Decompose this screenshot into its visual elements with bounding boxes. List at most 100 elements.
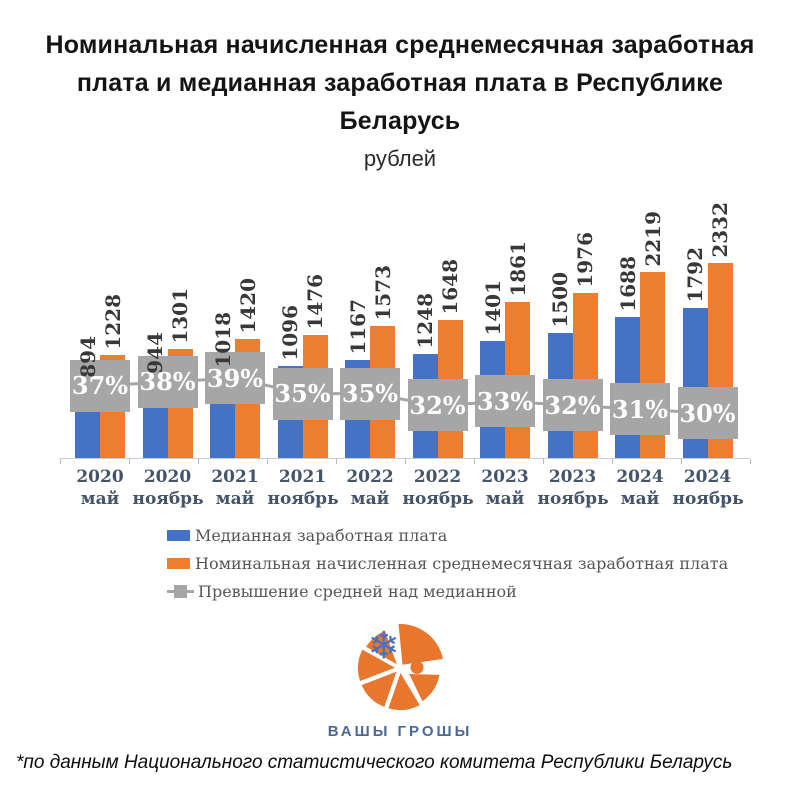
- brand-logo-text: ВАШЫ ГРОШЫ: [327, 723, 473, 740]
- median-salary-value-label: 1096: [278, 305, 302, 361]
- x-axis-tick: [749, 459, 751, 464]
- nominal-salary-value-label: 1648: [438, 259, 462, 315]
- x-axis-tick: [680, 459, 682, 464]
- logo-pie-segment: [388, 673, 420, 711]
- logo-pie-segment: [409, 674, 440, 702]
- x-axis-category-label: 2023 май: [470, 466, 540, 510]
- nominal-salary-value-label: 2332: [708, 202, 732, 258]
- median-salary-value-label: 1248: [413, 293, 437, 349]
- excess-percentage-label: 35%: [340, 367, 400, 420]
- median-salary-value-label: 1500: [548, 272, 572, 328]
- x-axis-category-label: 2022 ноябрь: [402, 466, 474, 510]
- category-year: 2020: [143, 467, 192, 487]
- category-month: май: [215, 489, 255, 509]
- category-year: 2022: [413, 467, 462, 487]
- excess-percentage-label: 31%: [610, 383, 670, 436]
- x-axis-tick: [335, 459, 337, 464]
- category-month: май: [80, 489, 120, 509]
- category-year: 2023: [548, 467, 597, 487]
- excess-percentage-label: 35%: [272, 367, 333, 420]
- x-axis-category-label: 2021 май: [200, 466, 270, 510]
- nominal-salary-value-label: 1420: [235, 278, 260, 334]
- nominal-salary-value-label: 1573: [370, 265, 395, 321]
- x-axis-tick: [542, 459, 544, 464]
- x-axis-category-label: 2022 май: [335, 466, 405, 510]
- category-year: 2024: [683, 467, 732, 487]
- x-axis-category-label: 2024 ноябрь: [672, 466, 744, 510]
- nominal-salary-value-label: 1861: [505, 241, 530, 297]
- median-salary-value-label: 1018: [210, 312, 235, 368]
- category-month: ноябрь: [267, 489, 339, 509]
- x-axis-category-label: 2023 ноябрь: [537, 466, 609, 510]
- brand-logo: ❄ ВАШЫ ГРОШЫ: [0, 620, 800, 740]
- category-year: 2020: [76, 467, 124, 487]
- logo-pie-segment: [366, 630, 397, 665]
- chart-units-label: рублей: [363, 146, 437, 171]
- legend-label: Превышение средней над медианной: [198, 581, 517, 601]
- category-month: май: [485, 489, 525, 509]
- excess-percentage-label: 38%: [137, 355, 198, 408]
- nominal-salary-value-label: 1976: [573, 232, 597, 288]
- legend-row: Номинальная начисленная среднемесячная з…: [167, 549, 728, 577]
- nominal-salary-value-label: 2219: [640, 211, 665, 267]
- x-axis-tick: [197, 459, 199, 464]
- median-salary-value-label: 1792: [683, 247, 707, 303]
- x-axis-line: [60, 458, 750, 459]
- category-month: май: [350, 489, 390, 509]
- excess-percentage-label: 33%: [475, 375, 535, 428]
- median-salary-value-label: 1167: [345, 299, 370, 355]
- median-salary-value-label: 1688: [615, 256, 640, 312]
- x-axis-tick: [611, 459, 613, 464]
- legend-label: Номинальная начисленная среднемесячная з…: [195, 553, 729, 573]
- excess-percentage-label: 39%: [205, 352, 265, 405]
- chart-legend: Медианная заработная плата Номинальная на…: [167, 521, 728, 605]
- logo-dot: [410, 660, 424, 674]
- orange-pie-logo-icon: ❄: [358, 623, 443, 711]
- x-axis-category-label: 2020 ноябрь: [132, 466, 204, 510]
- x-axis-tick: [59, 459, 61, 464]
- category-month: ноябрь: [537, 489, 609, 509]
- legend-line-marker-icon: [167, 584, 194, 598]
- legend-row: Медианная заработная плата: [167, 521, 728, 549]
- category-year: 2024: [616, 467, 664, 487]
- category-year: 2023: [481, 467, 529, 487]
- logo-pie-segment: [361, 671, 397, 707]
- snowflake-icon: ❄: [368, 623, 400, 667]
- excess-percentage-label: 32%: [407, 379, 468, 432]
- median-salary-value-label: 1401: [480, 280, 505, 336]
- legend-square: [174, 584, 187, 598]
- excess-percentage-label: 30%: [677, 387, 738, 440]
- x-axis-tick: [473, 459, 475, 464]
- category-month: ноябрь: [402, 489, 474, 509]
- legend-row: Превышение средней над медианной: [167, 577, 728, 605]
- bar-chart-plot-area: 37% 894 1228 2020 май 38% 944 1301 2020 ноябрь 39%…: [59, 192, 751, 509]
- nominal-salary-value-label: 1228: [100, 294, 125, 350]
- nominal-salary-value-label: 1476: [303, 274, 327, 330]
- legend-label: Медианная заработная плата: [195, 525, 448, 545]
- excess-percentage-label: 32%: [542, 379, 603, 432]
- excess-percentage-label: 37%: [70, 359, 130, 412]
- chart-title: Номинальная начисленная среднемесячная з…: [45, 31, 755, 135]
- x-axis-category-label: 2024 май: [605, 466, 675, 510]
- nominal-salary-value-label: 1301: [168, 288, 192, 344]
- legend-swatch-icon: [167, 529, 190, 541]
- source-footnote: *по данным Национального статистического…: [16, 752, 733, 773]
- x-axis-tick: [404, 459, 406, 464]
- median-salary-value-label: 894: [75, 336, 100, 378]
- logo-pie-segment: [398, 623, 443, 665]
- legend-swatch-icon: [167, 557, 190, 569]
- category-month: ноябрь: [672, 489, 744, 509]
- excess-percentage-line: [99, 376, 708, 415]
- x-axis-category-label: 2020 май: [65, 466, 135, 510]
- x-axis-category-label: 2021 ноябрь: [267, 466, 339, 510]
- x-axis-tick: [266, 459, 268, 464]
- x-axis-tick: [128, 459, 130, 464]
- logo-pie-segment: [358, 649, 395, 681]
- category-year: 2021: [278, 467, 327, 487]
- category-year: 2022: [346, 467, 394, 487]
- category-year: 2021: [211, 467, 259, 487]
- category-month: май: [620, 489, 660, 509]
- category-month: ноябрь: [132, 489, 204, 509]
- median-salary-value-label: 944: [143, 332, 167, 374]
